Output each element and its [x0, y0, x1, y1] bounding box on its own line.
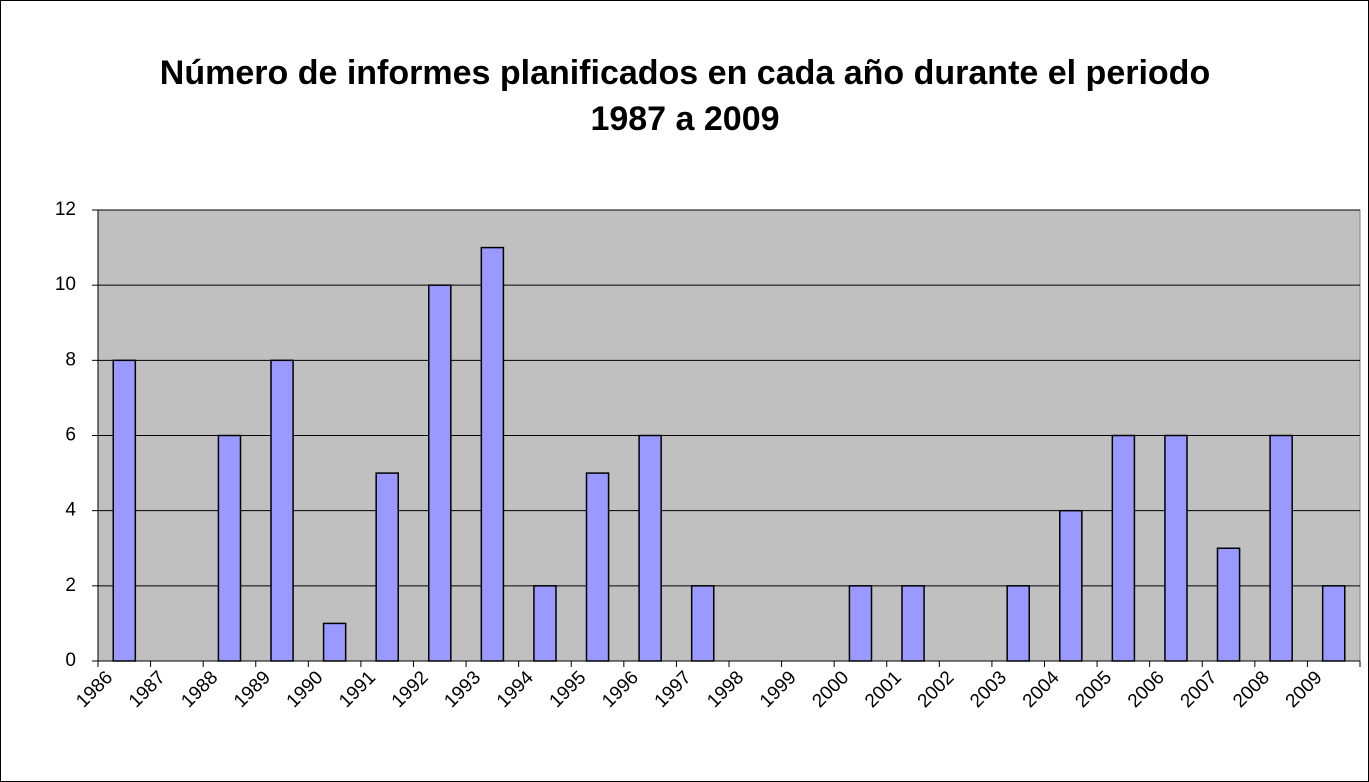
bar [901, 585, 925, 662]
x-tick-label: 1987 [125, 667, 170, 712]
y-tick-label: 0 [65, 650, 76, 671]
bar [638, 434, 662, 662]
x-tick-label: 1991 [335, 667, 380, 712]
x-tick-label: 1994 [493, 667, 538, 712]
x-tick-label: 1997 [651, 667, 696, 712]
bar [848, 585, 873, 662]
chart-title: Número de informes planificados en cada … [159, 54, 1211, 138]
x-tick-label: 2003 [966, 667, 1011, 712]
bar [1164, 434, 1188, 662]
bar [1269, 434, 1293, 662]
bar [533, 585, 557, 662]
y-tick-label: 4 [65, 500, 76, 521]
bar [322, 622, 347, 662]
bar [1058, 509, 1083, 662]
x-tick-label: 1992 [388, 667, 433, 712]
y-tick-label: 10 [55, 274, 76, 295]
x-tick-label: 1990 [283, 667, 328, 712]
bar [217, 434, 242, 662]
x-tick-label: 2000 [809, 667, 854, 712]
bar [585, 472, 610, 662]
bar [112, 359, 137, 662]
x-tick-label: 1986 [72, 667, 117, 712]
x-tick-label: 2005 [1071, 667, 1116, 712]
x-tick-label: 1993 [440, 667, 485, 712]
y-tick-label: 12 [55, 199, 76, 220]
x-tick-label: 1988 [178, 667, 223, 712]
bar [1216, 547, 1241, 662]
x-tick-label: 1999 [756, 667, 801, 712]
y-tick-label: 8 [65, 349, 76, 370]
x-tick-label: 1998 [703, 667, 748, 712]
x-tick-label: 2001 [861, 667, 906, 712]
x-tick-label: 2006 [1124, 667, 1169, 712]
x-tick-label: 2009 [1282, 667, 1327, 712]
bar [690, 585, 715, 662]
y-tick-label: 6 [65, 425, 76, 446]
x-tick-label: 1996 [598, 667, 643, 712]
x-tick-label: 2002 [914, 667, 959, 712]
x-tick-label: 1995 [546, 667, 591, 712]
bar [480, 246, 505, 662]
x-tick-label: 2004 [1019, 667, 1064, 712]
bar [1111, 434, 1136, 662]
bar [1321, 585, 1346, 662]
x-tick-label: 2007 [1177, 667, 1222, 712]
bar [270, 359, 294, 662]
bar [1006, 585, 1031, 662]
bar [375, 472, 400, 662]
x-tick-label: 1989 [230, 667, 275, 712]
y-tick-label: 2 [65, 575, 76, 596]
x-tick-label: 2008 [1229, 667, 1274, 712]
bar [427, 284, 452, 662]
